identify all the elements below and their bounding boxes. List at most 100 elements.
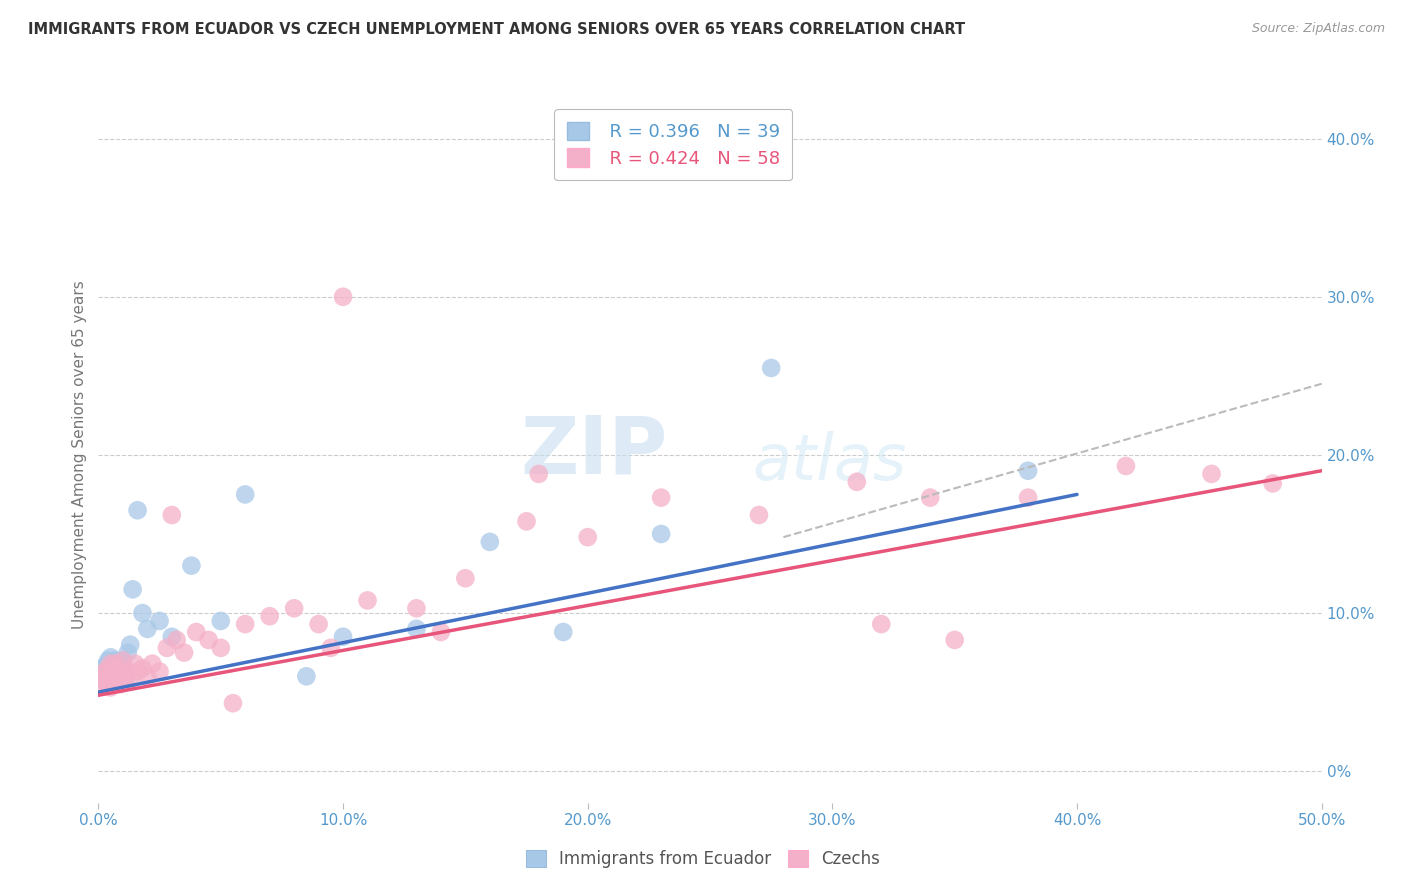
Point xyxy=(94,665,117,679)
Point xyxy=(100,665,122,679)
Point xyxy=(131,606,153,620)
Point xyxy=(180,558,202,573)
Point xyxy=(1201,467,1223,481)
Point xyxy=(114,669,136,683)
Point xyxy=(120,673,142,687)
Point xyxy=(90,677,112,691)
Point xyxy=(454,571,477,585)
Point xyxy=(748,508,770,522)
Point xyxy=(173,646,195,660)
Point xyxy=(107,669,129,683)
Point xyxy=(111,653,134,667)
Point xyxy=(107,673,129,687)
Point xyxy=(111,663,134,677)
Point xyxy=(121,582,143,597)
Point xyxy=(141,657,163,671)
Point xyxy=(197,632,219,647)
Point xyxy=(110,677,132,691)
Point xyxy=(100,681,122,695)
Point xyxy=(136,669,159,683)
Y-axis label: Unemployment Among Seniors over 65 years: Unemployment Among Seniors over 65 years xyxy=(72,281,87,629)
Point xyxy=(149,665,172,679)
Point xyxy=(478,534,501,549)
Point xyxy=(1115,458,1137,473)
Point xyxy=(104,669,127,683)
Point xyxy=(136,622,159,636)
Legend:   R = 0.396   N = 39,   R = 0.424   N = 58: R = 0.396 N = 39, R = 0.424 N = 58 xyxy=(554,109,793,180)
Point xyxy=(94,673,117,687)
Point xyxy=(100,650,122,665)
Point xyxy=(101,673,124,687)
Point xyxy=(870,617,893,632)
Point xyxy=(90,669,112,683)
Point xyxy=(1017,491,1039,505)
Point xyxy=(97,669,120,683)
Point xyxy=(356,593,378,607)
Point xyxy=(430,625,453,640)
Point xyxy=(127,503,149,517)
Point xyxy=(209,614,232,628)
Point xyxy=(527,467,550,481)
Point xyxy=(845,475,868,489)
Point xyxy=(160,508,183,522)
Point xyxy=(120,638,142,652)
Point xyxy=(233,487,256,501)
Point xyxy=(97,653,120,667)
Point xyxy=(295,669,318,683)
Point xyxy=(160,630,183,644)
Point xyxy=(100,657,122,671)
Point xyxy=(114,675,136,690)
Point xyxy=(233,617,256,632)
Point xyxy=(110,673,132,687)
Point xyxy=(308,617,330,632)
Point xyxy=(91,666,114,681)
Point xyxy=(117,665,139,679)
Text: IMMIGRANTS FROM ECUADOR VS CZECH UNEMPLOYMENT AMONG SENIORS OVER 65 YEARS CORREL: IMMIGRANTS FROM ECUADOR VS CZECH UNEMPLO… xyxy=(28,22,966,37)
Point xyxy=(332,630,354,644)
Point xyxy=(920,491,942,505)
Point xyxy=(149,614,172,628)
Point xyxy=(209,640,232,655)
Point xyxy=(91,673,114,687)
Point xyxy=(222,696,245,710)
Point xyxy=(332,290,354,304)
Point xyxy=(104,657,127,671)
Point xyxy=(650,527,672,541)
Point xyxy=(91,666,114,681)
Text: ZIP: ZIP xyxy=(520,412,668,491)
Point xyxy=(131,661,153,675)
Point xyxy=(124,657,146,671)
Point xyxy=(91,661,114,675)
Point xyxy=(117,646,139,660)
Point xyxy=(405,601,427,615)
Point xyxy=(97,673,120,687)
Legend: Immigrants from Ecuador, Czechs: Immigrants from Ecuador, Czechs xyxy=(519,843,887,875)
Text: atlas: atlas xyxy=(752,431,907,493)
Point xyxy=(166,632,188,647)
Point xyxy=(515,514,537,528)
Point xyxy=(1261,476,1284,491)
Point xyxy=(94,658,117,673)
Point xyxy=(553,625,575,640)
Point xyxy=(101,665,124,679)
Point xyxy=(94,675,117,690)
Point xyxy=(576,530,599,544)
Point xyxy=(101,675,124,690)
Point xyxy=(186,625,208,640)
Point xyxy=(104,666,127,681)
Point xyxy=(104,653,127,667)
Point xyxy=(259,609,281,624)
Point xyxy=(319,640,342,655)
Point xyxy=(127,665,149,679)
Text: Source: ZipAtlas.com: Source: ZipAtlas.com xyxy=(1251,22,1385,36)
Point xyxy=(97,661,120,675)
Point xyxy=(156,640,179,655)
Point xyxy=(650,491,672,505)
Point xyxy=(107,661,129,675)
Point xyxy=(111,653,134,667)
Point xyxy=(101,658,124,673)
Point xyxy=(110,661,132,675)
Point xyxy=(107,657,129,671)
Point xyxy=(943,632,966,647)
Point xyxy=(111,667,134,681)
